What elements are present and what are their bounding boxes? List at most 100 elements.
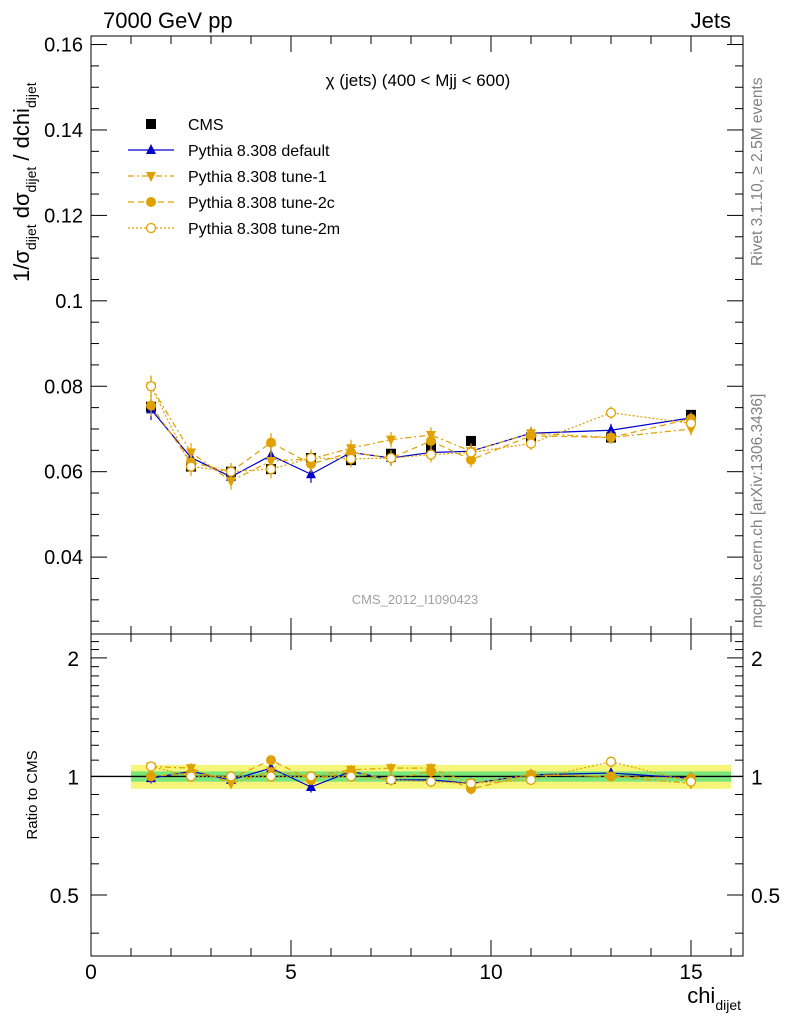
ratio-point-tune1	[386, 764, 396, 775]
rivet-label: Rivet 3.1.10, ≥ 2.5M events	[749, 77, 766, 266]
ratio-panel: 0.5 0.5 1 1 2 2 0 5 10 15 Ratio to CMS chidijet	[24, 633, 780, 1013]
point-tune1	[386, 435, 396, 446]
main-ylabel: 1/σdijet dσdijet / dchidijet	[9, 82, 39, 282]
ratio-point-tune2m	[185, 771, 197, 782]
ratio-point-tune2m	[265, 771, 277, 782]
main-ytick-label: 0.16	[44, 35, 83, 57]
ratio-data-layer	[91, 755, 743, 795]
legend-marker-default	[146, 144, 156, 154]
ratio-ytick-label: 2	[67, 648, 79, 671]
main-ytick-label: 0.08	[44, 376, 83, 398]
legend-item-cms: CMS	[146, 117, 224, 134]
legend-item-tune2m: Pythia 8.308 tune-2m	[128, 221, 340, 238]
point-tune2m	[465, 447, 477, 458]
ratio-point-tune2m	[465, 778, 477, 789]
ratio-point-tune2m	[225, 771, 237, 782]
xlabel-sub: dijet	[715, 997, 741, 1013]
legend-label-tune1: Pythia 8.308 tune-1	[188, 169, 327, 186]
header-jets: Jets	[691, 8, 731, 33]
ratio-frame	[90, 633, 744, 957]
main-ytick-label: 0.1	[55, 291, 83, 313]
point-default	[606, 424, 616, 435]
point-tune2m	[605, 407, 617, 418]
legend-item-default: Pythia 8.308 default	[128, 143, 330, 160]
ratio-point-tune2m	[605, 756, 617, 767]
series-line-tune2c	[150, 405, 692, 473]
ratio-point-default	[306, 781, 316, 792]
point-tune2c	[146, 400, 156, 411]
ratio-ytick-label: 0.5	[50, 885, 79, 908]
main-ytick-label: 0.12	[44, 205, 83, 227]
ratio-series-tune2m	[145, 756, 697, 789]
point-tune2m	[685, 418, 697, 429]
ylabel-part-1: 1/σ	[9, 250, 34, 282]
legend: CMS Pythia 8.308 default Pythia 8.308 tune…	[128, 117, 340, 238]
ratio-ytick-label-right: 0.5	[751, 885, 780, 908]
point-tune2m	[525, 438, 537, 449]
ylabel-part-3: / dchi	[9, 108, 34, 167]
point-tune2m	[425, 449, 437, 460]
ratio-point-tune2m	[305, 771, 317, 782]
ylabel-sub-2: dijet	[23, 167, 39, 193]
legend-item-tune2c: Pythia 8.308 tune-2c	[128, 195, 335, 212]
point-tune2m	[305, 452, 317, 464]
ratio-ytick-label-right: 2	[751, 648, 763, 671]
point-tune2m	[385, 452, 397, 464]
series-tune2m	[145, 375, 697, 481]
main-axes: 0.04 0.06 0.08 0.1 0.12 0.14 0.16	[44, 35, 743, 634]
ratio-point-tune2c	[146, 771, 156, 782]
series-line-tune1	[150, 385, 692, 482]
ratio-xtick-label: 15	[679, 961, 702, 984]
main-ytick-label: 0.04	[44, 547, 83, 569]
ratio-ylabel: Ratio to CMS	[24, 750, 41, 839]
ylabel-sub-1: dijet	[23, 224, 39, 250]
ylabel-part-2: dσ	[9, 192, 34, 224]
legend-marker-cms	[146, 119, 156, 129]
ratio-point-tune2c	[426, 766, 436, 777]
ylabel-sub-3: dijet	[23, 82, 39, 108]
ratio-point-tune2c	[606, 771, 616, 782]
ratio-point-tune2m	[525, 774, 537, 786]
legend-label-tune2m: Pythia 8.308 tune-2m	[188, 221, 340, 238]
header-energy: 7000 GeV pp	[103, 8, 233, 33]
legend-marker-tune1	[146, 172, 156, 182]
ratio-point-tune2m	[685, 776, 697, 787]
xlabel-main: chi	[687, 983, 715, 1008]
legend-label-cms: CMS	[188, 117, 224, 134]
ratio-axes: 0.5 0.5 1 1 2 2 0 5 10 15	[50, 634, 780, 984]
ratio-xtick-label: 10	[479, 961, 502, 984]
ratio-line-tune2c	[150, 759, 692, 790]
ratio-point-tune2m	[425, 776, 437, 787]
mcplots-label: mcplots.cern.ch [arXiv:1306.3436]	[749, 394, 766, 628]
main-panel: 0.04 0.06 0.08 0.1 0.12 0.14 0.16 χ (jets) (40…	[9, 35, 744, 635]
ratio-ytick-label-right: 1	[751, 766, 763, 789]
point-tune2m	[225, 466, 237, 477]
point-tune2m	[185, 461, 197, 472]
point-tune1	[226, 477, 236, 488]
ratio-point-tune2m	[385, 774, 397, 786]
main-ytick-label: 0.14	[44, 120, 83, 142]
point-tune2m	[145, 381, 157, 392]
legend-label-default: Pythia 8.308 default	[188, 143, 330, 160]
point-tune2c	[426, 435, 436, 446]
ratio-point-tune2m	[145, 761, 157, 772]
point-tune2c	[606, 432, 616, 443]
ratio-xlabel: chidijet	[687, 983, 741, 1013]
series-line-default	[150, 408, 692, 478]
main-data-layer	[145, 375, 697, 490]
ratio-point-tune2m	[345, 771, 357, 782]
ratio-point-tune2c	[266, 755, 276, 766]
main-title: χ (jets) (400 < Mjj < 600)	[326, 71, 511, 90]
point-tune2c	[526, 430, 536, 441]
point-cms	[466, 435, 476, 446]
ratio-xtick-label: 5	[285, 961, 297, 984]
ratio-ytick-label: 1	[67, 766, 79, 789]
watermark: CMS_2012_I1090423	[352, 592, 479, 607]
point-tune2m	[345, 453, 357, 465]
point-tune2m	[265, 463, 277, 475]
legend-item-tune1: Pythia 8.308 tune-1	[128, 169, 327, 186]
legend-label-tune2c: Pythia 8.308 tune-2c	[188, 195, 335, 212]
legend-marker-tune2m	[145, 222, 157, 234]
point-default	[306, 468, 316, 479]
